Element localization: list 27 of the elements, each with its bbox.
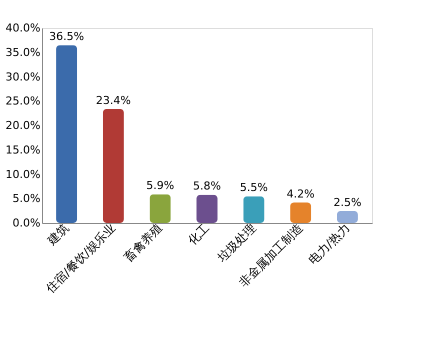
bar <box>196 194 218 223</box>
bar <box>56 45 78 223</box>
x-tick-label: 畜禽养殖 <box>121 220 166 264</box>
bar <box>243 196 264 223</box>
data-label: 36.5% <box>49 30 84 44</box>
data-label: 5.8% <box>193 180 221 193</box>
y-tick-label: 10.0% <box>6 168 40 181</box>
x-tick-label: 化工 <box>185 220 212 248</box>
bar <box>150 194 171 223</box>
x-tick-label: 建筑 <box>44 220 72 248</box>
data-label: 4.2% <box>286 188 315 201</box>
data-label: 5.9% <box>146 179 174 192</box>
x-tick-label: 电力/热力 <box>306 220 352 268</box>
y-tick-label: 20.0% <box>6 119 40 132</box>
y-tick-label: 25.0% <box>6 94 40 108</box>
bar <box>336 210 358 223</box>
y-tick-label: 30.0% <box>6 70 40 84</box>
data-label: 23.4% <box>96 94 131 107</box>
data-label: 5.5% <box>240 181 268 194</box>
data-label: 2.5% <box>333 196 362 209</box>
y-tick-label: 40.0% <box>6 22 40 34</box>
bar <box>290 202 312 223</box>
y-tick-label: 0.0% <box>12 216 40 230</box>
y-tick-label: 15.0% <box>6 143 40 156</box>
bar <box>102 108 124 223</box>
y-tick-label: 35.0% <box>6 46 40 59</box>
y-tick-label: 5.0% <box>12 192 40 206</box>
